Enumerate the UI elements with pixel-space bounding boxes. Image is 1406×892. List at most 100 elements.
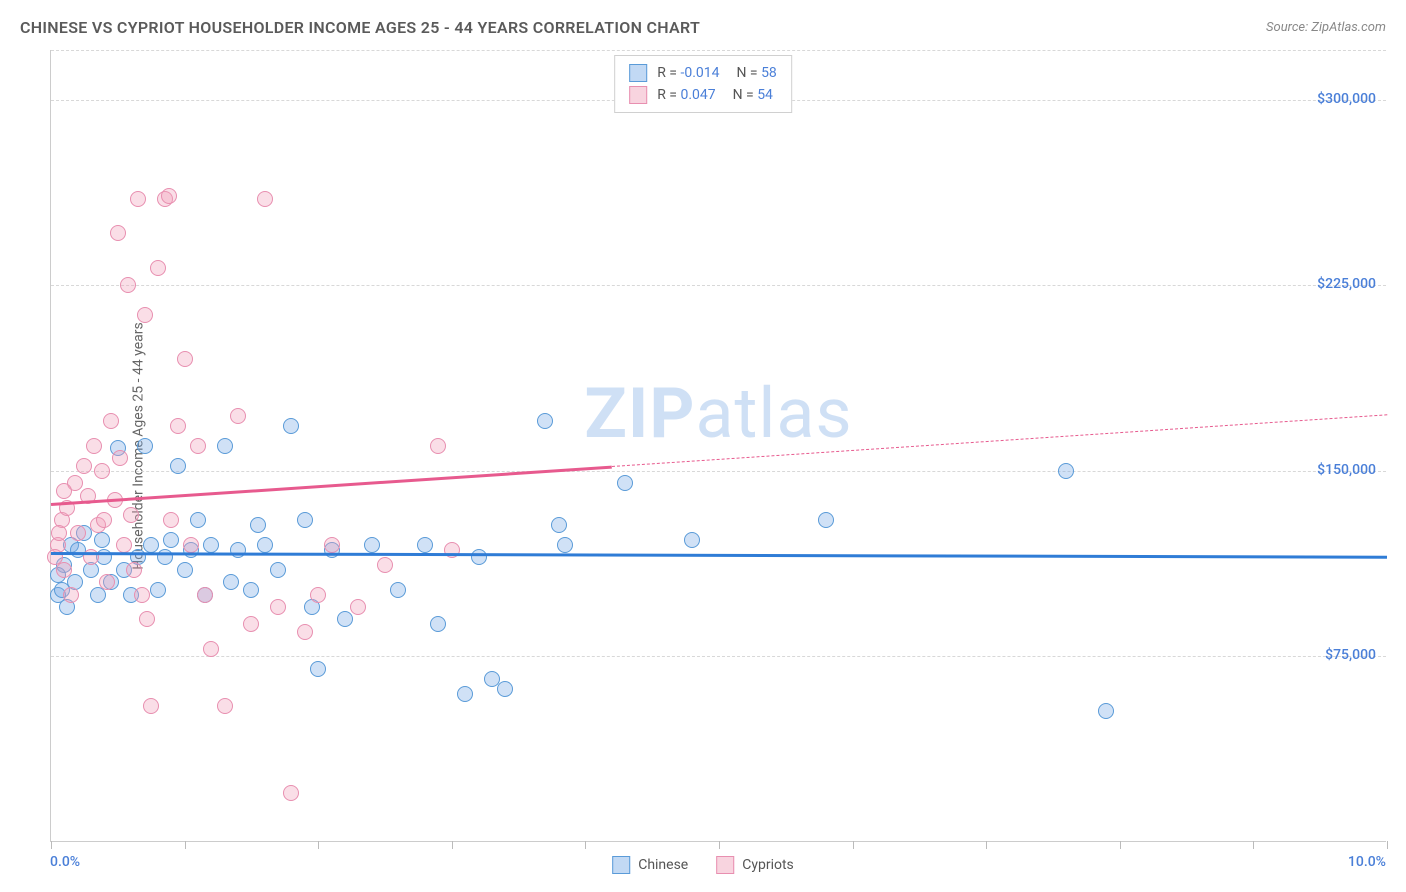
scatter-point xyxy=(161,188,177,204)
watermark-atlas: atlas xyxy=(695,373,852,455)
x-tick xyxy=(1387,841,1388,849)
scatter-point xyxy=(139,611,155,627)
scatter-point xyxy=(684,532,700,548)
scatter-point xyxy=(163,532,179,548)
scatter-point xyxy=(86,438,102,454)
trend-line-dashed xyxy=(612,414,1387,467)
scatter-point xyxy=(70,525,86,541)
scatter-point xyxy=(96,512,112,528)
scatter-point xyxy=(134,587,150,603)
scatter-point xyxy=(223,574,239,590)
y-tick-label: $150,000 xyxy=(1317,462,1376,478)
scatter-point xyxy=(417,537,433,553)
scatter-point xyxy=(283,785,299,801)
scatter-point xyxy=(137,438,153,454)
scatter-point xyxy=(51,525,67,541)
x-tick xyxy=(986,841,987,849)
scatter-point xyxy=(56,483,72,499)
x-tick xyxy=(719,841,720,849)
scatter-point xyxy=(123,507,139,523)
legend-item: Cypriots xyxy=(716,856,794,874)
scatter-point xyxy=(170,458,186,474)
scatter-point xyxy=(126,562,142,578)
legend-item: Chinese xyxy=(612,856,688,874)
correlation-chart: CHINESE VS CYPRIOT HOUSEHOLDER INCOME AG… xyxy=(0,0,1406,892)
watermark-zip: ZIP xyxy=(584,373,695,455)
legend-swatch xyxy=(629,64,647,82)
x-axis-min-label: 0.0% xyxy=(50,854,80,870)
x-tick xyxy=(1120,841,1121,849)
legend-item-label: Cypriots xyxy=(742,857,794,873)
x-tick xyxy=(318,841,319,849)
scatter-point xyxy=(324,537,340,553)
scatter-point xyxy=(364,537,380,553)
legend-stat-row: R = -0.014 N = 58 xyxy=(629,62,777,84)
scatter-point xyxy=(190,512,206,528)
y-tick-label: $225,000 xyxy=(1317,276,1376,292)
gridline xyxy=(51,471,1386,472)
scatter-point xyxy=(1058,463,1074,479)
plot-area: ZIPatlas xyxy=(50,50,1386,842)
scatter-point xyxy=(163,512,179,528)
legend-stats-box: R = -0.014 N = 58R = 0.047 N = 54 xyxy=(614,55,792,113)
scatter-point xyxy=(250,517,266,533)
scatter-point xyxy=(337,611,353,627)
legend-n: N = 58 xyxy=(730,65,777,81)
scatter-point xyxy=(217,698,233,714)
y-tick-label: $300,000 xyxy=(1317,91,1376,107)
legend-r: R = 0.047 xyxy=(657,87,715,103)
x-tick xyxy=(452,841,453,849)
x-axis-max-label: 10.0% xyxy=(1348,854,1386,870)
trend-line xyxy=(51,552,1387,558)
scatter-point xyxy=(217,438,233,454)
scatter-point xyxy=(177,562,193,578)
scatter-point xyxy=(551,517,567,533)
scatter-point xyxy=(297,512,313,528)
scatter-point xyxy=(243,616,259,632)
scatter-point xyxy=(497,681,513,697)
scatter-point xyxy=(230,408,246,424)
chart-title: CHINESE VS CYPRIOT HOUSEHOLDER INCOME AG… xyxy=(20,18,700,37)
scatter-point xyxy=(116,537,132,553)
source-label: Source: ZipAtlas.com xyxy=(1266,20,1386,35)
gridline xyxy=(51,656,1386,657)
x-tick xyxy=(585,841,586,849)
x-tick xyxy=(1253,841,1254,849)
scatter-point xyxy=(143,537,159,553)
scatter-point xyxy=(94,532,110,548)
scatter-point xyxy=(183,537,199,553)
scatter-point xyxy=(350,599,366,615)
scatter-point xyxy=(430,616,446,632)
scatter-point xyxy=(170,418,186,434)
scatter-point xyxy=(257,537,273,553)
scatter-point xyxy=(130,191,146,207)
scatter-point xyxy=(430,438,446,454)
scatter-point xyxy=(243,582,259,598)
scatter-point xyxy=(103,413,119,429)
legend-series: Chinese Cypriots xyxy=(612,856,794,874)
legend-r: R = -0.014 xyxy=(657,65,719,81)
scatter-point xyxy=(270,562,286,578)
scatter-point xyxy=(63,587,79,603)
scatter-point xyxy=(390,582,406,598)
scatter-point xyxy=(310,661,326,677)
legend-swatch xyxy=(716,856,734,874)
gridline xyxy=(51,285,1386,286)
scatter-point xyxy=(112,450,128,466)
scatter-point xyxy=(94,463,110,479)
legend-swatch xyxy=(612,856,630,874)
legend-item-label: Chinese xyxy=(638,857,688,873)
scatter-point xyxy=(76,458,92,474)
legend-n: N = 54 xyxy=(726,87,773,103)
gridline xyxy=(51,50,1386,51)
legend-stat-row: R = 0.047 N = 54 xyxy=(629,84,777,106)
scatter-point xyxy=(818,512,834,528)
scatter-point xyxy=(283,418,299,434)
scatter-point xyxy=(203,537,219,553)
scatter-point xyxy=(1098,703,1114,719)
scatter-point xyxy=(310,587,326,603)
scatter-point xyxy=(617,475,633,491)
x-tick xyxy=(185,841,186,849)
scatter-point xyxy=(137,307,153,323)
title-bar: CHINESE VS CYPRIOT HOUSEHOLDER INCOME AG… xyxy=(20,18,1386,37)
